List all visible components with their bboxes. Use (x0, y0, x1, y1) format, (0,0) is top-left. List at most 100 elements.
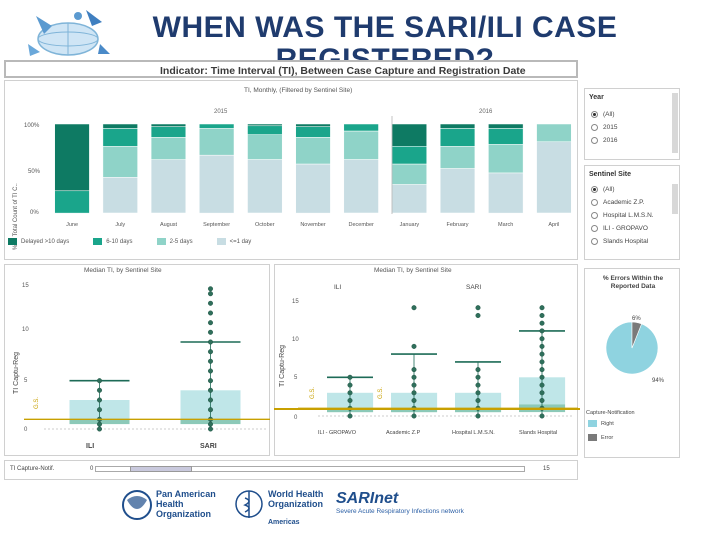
data-point (207, 320, 213, 326)
year-option-2015[interactable]: 2015 (591, 124, 617, 131)
site-option-all[interactable]: (All) (591, 186, 615, 193)
option-label: (All) (603, 111, 615, 118)
x-tick-label: April (548, 222, 559, 228)
data-point (347, 382, 353, 388)
radio-icon (591, 199, 598, 206)
bar-segment (439, 123, 476, 129)
data-point (539, 328, 545, 334)
errors-pie-chart: 6% 94% (605, 316, 665, 384)
y-tick: 15 (22, 283, 29, 289)
option-label: Slands Hospital (603, 238, 649, 245)
data-point (411, 367, 417, 373)
bar-segment (102, 123, 138, 129)
y-tick: 0 (24, 427, 28, 433)
gs-reference-line (274, 408, 580, 410)
gs-label-sari: G.S. (378, 387, 384, 399)
bar-segment (295, 163, 331, 214)
data-point (207, 378, 213, 384)
year-option-2016[interactable]: 2016 (591, 137, 617, 144)
option-label: 2016 (603, 137, 618, 144)
x-tick-label: January (400, 222, 420, 228)
median-left-y-label: TI Captu-Reg (13, 352, 20, 394)
category-label-ili: ILI (86, 443, 94, 450)
median-right-y-label: TI Captu-Reg (279, 345, 286, 387)
median-left-chart: Median TI, by Sentinel Site TI Captu-Reg… (13, 267, 270, 450)
site-filter-scrollbar[interactable] (672, 184, 678, 214)
data-point (539, 367, 545, 373)
legend-item: 6-10 days (93, 238, 133, 246)
slider-label: TI Capture-Notif. (10, 466, 55, 472)
year-filter-scrollbar[interactable] (672, 93, 678, 153)
data-point (539, 351, 545, 357)
pie-label-error: 6% (632, 316, 641, 322)
data-point (96, 397, 102, 403)
category-label: ILI - GROPAVO (318, 430, 357, 436)
bar-segment (391, 123, 427, 147)
x-tick-label: November (300, 222, 326, 228)
y-tick: 0 (294, 415, 298, 421)
category-label: Hospital L.M.S.N. (452, 430, 495, 436)
data-point (539, 320, 545, 326)
site-option-slands[interactable]: Slands Hospital (591, 238, 648, 245)
monthly-panel (4, 80, 578, 260)
bar-segment (391, 184, 427, 214)
data-point (539, 313, 545, 319)
site-option-hospital[interactable]: Hospital L.M.S.N. (591, 212, 654, 219)
slider-handle[interactable] (130, 466, 192, 472)
y-tick: 15 (292, 299, 299, 305)
data-point (96, 426, 102, 432)
legend-swatch (156, 238, 166, 245)
data-point (207, 349, 213, 355)
pie-slice (631, 321, 642, 349)
bar-segment (391, 146, 427, 165)
data-point (539, 305, 545, 311)
data-point (475, 313, 481, 319)
radio-selected-icon (591, 186, 598, 193)
monthly-chart-title: TI, Monthly, (Filtered by Sentinel Site) (244, 87, 352, 94)
site-option-gropavo[interactable]: ILI - GROPAVO (591, 225, 648, 232)
data-point (411, 397, 417, 403)
data-point (475, 374, 481, 380)
bar-segment (247, 123, 283, 127)
data-point (207, 387, 213, 393)
bar-segment (343, 159, 379, 214)
data-point (539, 359, 545, 365)
errors-title: % Errors Within the Reported Data (602, 275, 664, 290)
data-point (96, 387, 102, 393)
x-tick-label: October (255, 222, 275, 228)
bar-segment (295, 126, 331, 138)
bar-segment (343, 123, 379, 132)
bar-segment (488, 172, 524, 214)
option-label: Academic Z.P. (603, 199, 645, 206)
indicator-label: Indicator: Time Interval (TI), Between C… (160, 65, 526, 77)
bar-segment (295, 137, 331, 165)
bar-segment (199, 128, 235, 156)
bar-segment (150, 126, 187, 138)
data-point (96, 407, 102, 413)
option-label: (All) (603, 186, 615, 193)
legend-swatch (8, 238, 17, 245)
category-label: Slands Hospital (519, 430, 557, 436)
legend-item: 2-5 days (156, 238, 193, 245)
data-point (475, 397, 481, 403)
pie-legend-title: Capture-Notification (586, 410, 635, 416)
y-tick: 10 (22, 327, 29, 333)
data-point (207, 368, 213, 374)
bar-segment (343, 130, 379, 160)
data-point (347, 374, 353, 380)
data-point (207, 358, 213, 364)
group-label-sari: SARI (466, 284, 481, 291)
pie-legend-right: Right (588, 420, 614, 427)
slider-track[interactable] (95, 466, 525, 472)
legend-label: 6-10 days (106, 239, 133, 246)
bar-segment (488, 144, 524, 174)
site-option-academic[interactable]: Academic Z.P. (591, 199, 644, 206)
pie-label-right: 94% (652, 378, 665, 384)
data-point (207, 421, 213, 427)
x-tick-label: December (349, 222, 375, 228)
x-tick-label: June (66, 222, 78, 228)
bar-segment (247, 134, 283, 160)
median-right-title: Median TI, by Sentinel Site (374, 267, 452, 274)
data-point (539, 390, 545, 396)
year-option-all[interactable]: (All) (591, 111, 615, 118)
